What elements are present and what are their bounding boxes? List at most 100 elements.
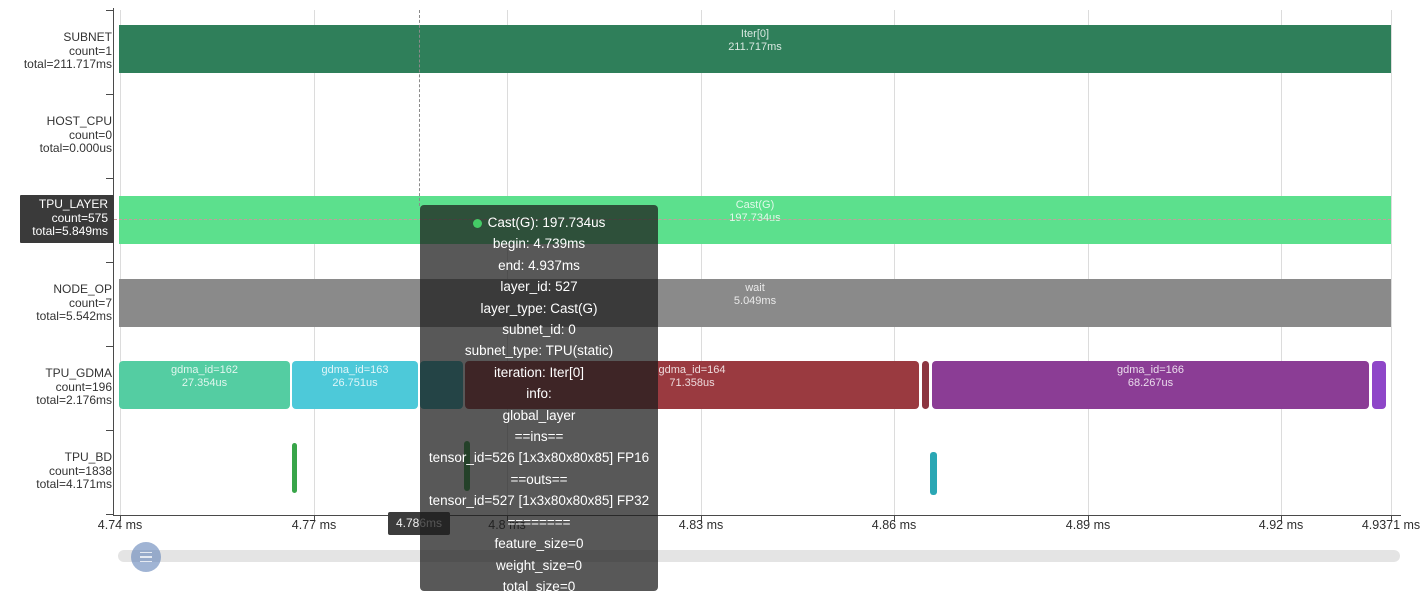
event-tooltip: Cast(G): 197.734us begin: 4.739ms end: 4… [420,205,658,594]
x-tick-label: 4.77 ms [291,518,337,532]
timeline-bar-gdma-sliver[interactable] [1372,361,1386,409]
tooltip-line: ==ins== [514,429,564,445]
row-label-node-op[interactable]: NODE_OP count=7 total=5.542ms [0,282,112,324]
series-dot-icon [472,219,482,228]
drag-handle-icon [140,560,152,563]
tooltip-line: weight_size=0 [496,557,582,573]
bar-label: gdma_id=163 26.751us [321,364,389,389]
tooltip-line: global_layer [502,407,576,423]
y-axis [113,8,114,516]
x-axis-tick [1281,515,1282,521]
tooltip-line: begin: 4.739ms [492,236,586,252]
y-axis-tick [106,514,113,515]
row-count: count=0 [68,127,112,142]
y-axis-tick [106,10,113,11]
y-axis-tick [106,94,113,95]
gridline [1281,10,1282,515]
tooltip-line: layer_type: Cast(G) [480,300,598,316]
row-label-tpu-bd[interactable]: TPU_BD count=1838 total=4.171ms [0,450,112,492]
timeline-bar-gdma-162[interactable]: gdma_id=162 27.354us [119,361,290,409]
gridline [1391,10,1392,515]
row-count: count=1 [68,43,112,58]
y-axis-tick [106,262,113,263]
y-axis-tick [106,178,113,179]
row-name: NODE_OP [53,282,112,296]
tooltip-line: layer_id: 527 [500,279,578,295]
row-count: count=196 [55,379,112,394]
y-axis-tick [106,346,113,347]
drag-handle-icon [140,551,152,554]
timeline-bar-subnet-iter0[interactable]: Iter[0] 211.717ms [119,25,1391,73]
tooltip-line: tensor_id=527 [1x3x80x80x85] FP32 [428,493,650,509]
row-label-tpu-gdma[interactable]: TPU_GDMA count=196 total=2.176ms [0,366,112,408]
tooltip-line: feature_size=0 [494,536,584,552]
x-axis-tick [1088,515,1089,521]
timeline-scrollbar-track[interactable] [118,550,1400,562]
bar-label: gdma_id=166 68.267us [1117,364,1184,389]
timeline-bar-gdma-166[interactable]: gdma_id=166 68.267us [932,361,1369,409]
x-axis-tick [314,515,315,521]
row-highlight-dashed-line [114,219,1391,220]
row-total: total=4.171ms [36,477,112,491]
tooltip-line: ======== [507,514,571,530]
row-name: TPU_GDMA [45,366,112,380]
row-label-subnet[interactable]: SUBNET count=1 total=211.717ms [0,30,112,72]
drag-handle-icon [140,556,152,558]
timeline-bar-cast-g[interactable]: Cast(G) 197.734us [119,196,1391,244]
bar-label: Iter[0] 211.717ms [728,28,782,53]
row-total: total=211.717ms [23,57,112,71]
timeline-bar-gdma-163[interactable]: gdma_id=163 26.751us [292,361,418,409]
tooltip-line: subnet_type: TPU(static) [464,343,614,359]
tooltip-line: total_size=0 [502,578,576,594]
x-axis-tick [894,515,895,521]
row-total: total=5.542ms [36,309,112,323]
tooltip-line: subnet_id: 0 [502,322,576,338]
row-count: count=1838 [48,463,112,478]
timeline-bar-bd-mark[interactable] [292,443,297,493]
x-axis-tick [1391,515,1392,521]
x-axis [113,515,1401,516]
tooltip-line: tensor_id=526 [1x3x80x80x85] FP16 [428,450,650,466]
x-tick-label: 4.92 ms [1258,518,1304,532]
tooltip-line: iteration: Iter[0] [493,364,585,380]
tooltip-title-row: Cast(G): 197.734us [420,212,658,233]
tooltip-line: info: [526,386,552,402]
timeline-bar-gdma-sliver[interactable] [922,361,929,409]
bar-label: Cast(G) 197.734us [729,199,781,224]
y-axis-tick [106,430,113,431]
timeline-bar-bd-mark[interactable] [930,452,937,495]
gridline [701,10,702,515]
row-count: count=575 [51,210,108,225]
row-name: HOST_CPU [46,114,112,128]
cursor-dashed-line [419,10,420,206]
row-total: total=5.849ms [32,224,108,238]
row-name: TPU_LAYER [38,197,108,211]
row-label-host-cpu[interactable]: HOST_CPU count=0 total=0.000us [0,114,112,156]
x-tick-label: 4.86 ms [871,518,917,532]
gridline [1088,10,1089,515]
x-tick-label: 4.74 ms [97,518,143,532]
row-name: TPU_BD [64,450,112,464]
gridline [894,10,895,515]
bar-label: gdma_id=162 27.354us [171,364,238,389]
tooltip-line: end: 4.937ms [498,257,580,273]
tooltip-line: ==outs== [510,471,568,487]
row-label-tpu-layer[interactable]: TPU_LAYER count=575 total=5.849ms [20,195,114,243]
bar-label: wait 5.049ms [733,282,777,307]
row-count: count=7 [68,295,112,310]
row-name: SUBNET [63,30,112,44]
x-axis-tick [120,515,121,521]
row-total: total=0.000us [39,141,112,155]
x-tick-label: 4.89 ms [1065,518,1111,532]
gridline [314,10,315,515]
x-tick-label: 4.83 ms [678,518,724,532]
timeline-bar-wait[interactable]: wait 5.049ms [119,279,1391,327]
bar-label: gdma_id=164 71.358us [658,364,726,389]
timeline-scrollbar-handle[interactable] [131,542,161,572]
tooltip-title: Cast(G): 197.734us [487,215,606,230]
gridline [120,10,121,515]
x-axis-tick [701,515,702,521]
x-tick-label: 4.9371 ms [1361,518,1421,532]
row-total: total=2.176ms [36,393,112,407]
